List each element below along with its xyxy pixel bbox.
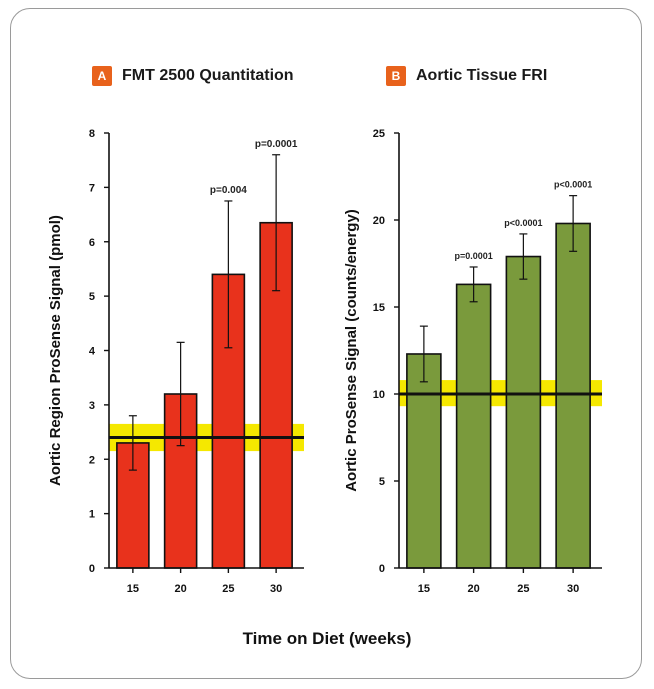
panel-a-y-tick-label: 7 [89, 182, 95, 194]
panel-b-y-tick-label: 0 [379, 563, 385, 575]
panel-a-title: FMT 2500 Quantitation [122, 67, 294, 84]
panel-b-bar [505, 255, 542, 569]
panel-b-y-tick-label: 25 [373, 128, 385, 140]
panel-a-y-axis-label: Aortic Region ProSense Signal (pmol) [47, 215, 64, 486]
panel-b-y-tick-label: 5 [379, 476, 385, 488]
panel-a-y-tick-label: 2 [89, 454, 95, 466]
panel-a-y-tick-label: 5 [89, 291, 95, 303]
panel-a-x-tick-label: 15 [127, 583, 139, 595]
panel-b-x-tick-label: 20 [468, 583, 480, 595]
panel-b-bar [406, 353, 442, 569]
panel-a-y-tick-label: 0 [89, 563, 95, 575]
panel-a-y-tick-label: 1 [89, 509, 95, 521]
panel-a-badge: A [92, 66, 112, 86]
panel-b-x-tick-label: 30 [567, 583, 579, 595]
panel-b-title: Aortic Tissue FRI [416, 67, 548, 84]
panel-b-bar [455, 283, 492, 569]
panel-b-p-value: p<0.0001 [504, 218, 542, 228]
panel-a-x-tick-label: 30 [270, 583, 282, 595]
panel-b-header: B Aortic Tissue FRI [386, 66, 547, 86]
panel-a-y-tick-label: 8 [89, 128, 95, 140]
panel-b-bar [555, 222, 591, 569]
panel-a-y-tick-label: 6 [89, 237, 95, 249]
panel-b-y-tick-label: 15 [373, 302, 385, 314]
panel-a-header: A FMT 2500 Quantitation [92, 66, 294, 86]
panel-b-y-tick-label: 10 [373, 389, 385, 401]
panel-a-y-tick-label: 3 [89, 400, 95, 412]
panel-a-x-tick-label: 20 [175, 583, 187, 595]
panel-b-y-tick-label: 20 [373, 215, 385, 227]
panel-b-x-tick-label: 25 [517, 583, 529, 595]
panel-a-p-value: p=0.0001 [255, 139, 298, 150]
panel-b-badge: B [386, 66, 406, 86]
panel-b-y-axis-label: Aortic ProSense Signal (counts/energy) [343, 209, 360, 492]
x-axis-title: Time on Diet (weeks) [242, 629, 412, 648]
panel-a-x-tick-label: 25 [222, 583, 234, 595]
panel-b-p-value: p<0.0001 [554, 180, 592, 190]
panel-a-p-value: p=0.004 [210, 185, 247, 196]
panel-a-y-tick-label: 4 [89, 346, 96, 358]
panel-b-x-tick-label: 15 [418, 583, 430, 595]
panel-b-p-value: p=0.0001 [454, 251, 492, 261]
